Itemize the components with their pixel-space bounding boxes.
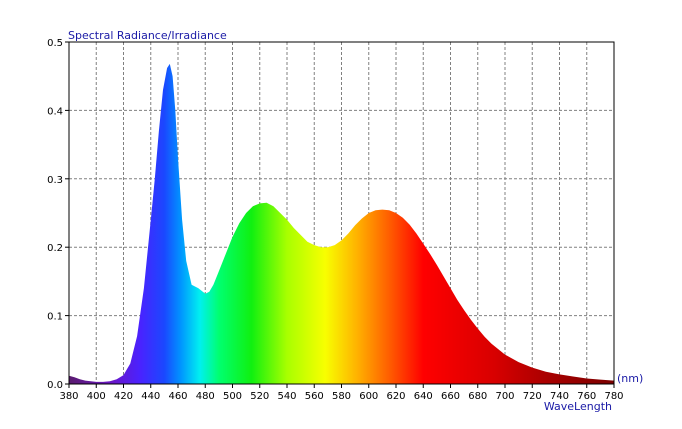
x-tick-label: 680 <box>468 391 487 402</box>
x-tick-label: 580 <box>332 391 351 402</box>
x-tick-label: 460 <box>168 391 187 402</box>
y-tick-label: 0.3 <box>47 175 63 186</box>
x-axis-label: WaveLength <box>544 400 612 413</box>
x-tick-label: 520 <box>250 391 269 402</box>
y-tick-label: 0.2 <box>47 243 63 254</box>
x-axis-ticks: 380 400 420 440 460 480 500 520 540 560 580 600 620 6… <box>59 384 624 402</box>
x-tick-label: 760 <box>577 391 596 402</box>
x-tick-label: 620 <box>386 391 405 402</box>
x-tick-label: 480 <box>196 391 215 402</box>
x-tick-label: 540 <box>277 391 296 402</box>
y-tick-label: 0.0 <box>47 380 63 391</box>
y-tick-label: 0.1 <box>47 312 63 323</box>
y-axis-ticks: 0.0 0.1 0.2 0.3 0.4 0.5 <box>47 38 69 391</box>
spectrum-area <box>69 63 614 385</box>
x-tick-label: 600 <box>359 391 378 402</box>
x-tick-label: 440 <box>141 391 160 402</box>
chart-title: Spectral Radiance/Irradiance <box>68 29 227 42</box>
x-tick-label: 640 <box>414 391 433 402</box>
x-tick-label: 400 <box>87 391 106 402</box>
x-tick-label: 720 <box>523 391 542 402</box>
x-tick-label: 500 <box>223 391 242 402</box>
y-tick-label: 0.4 <box>47 106 63 117</box>
x-tick-label: 380 <box>59 391 78 402</box>
x-tick-label: 560 <box>305 391 324 402</box>
x-tick-label: 700 <box>495 391 514 402</box>
x-tick-label: 660 <box>441 391 460 402</box>
x-tick-label: 780 <box>604 391 623 402</box>
x-axis-unit: (nm) <box>617 372 643 385</box>
x-tick-label: 420 <box>114 391 133 402</box>
y-tick-label: 0.5 <box>47 38 63 49</box>
x-tick-label: 740 <box>550 391 569 402</box>
